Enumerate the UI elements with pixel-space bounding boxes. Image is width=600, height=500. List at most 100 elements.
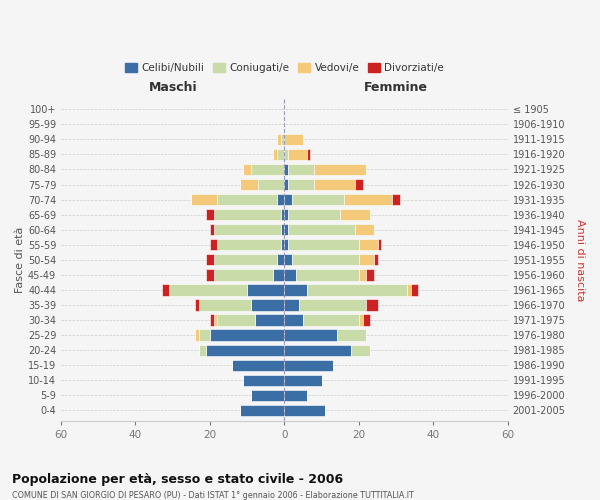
Bar	[362, 314, 370, 326]
Bar	[284, 269, 296, 280]
Bar	[273, 149, 277, 160]
Bar	[240, 405, 284, 416]
Bar	[407, 284, 411, 296]
Bar	[244, 374, 284, 386]
Bar	[288, 209, 340, 220]
Bar	[377, 239, 381, 250]
Y-axis label: Anni di nascita: Anni di nascita	[575, 218, 585, 301]
Bar	[251, 390, 284, 401]
Bar	[340, 209, 370, 220]
Bar	[355, 179, 362, 190]
Bar	[284, 314, 303, 326]
Bar	[247, 284, 284, 296]
Bar	[281, 134, 284, 145]
Bar	[214, 224, 281, 235]
Bar	[284, 134, 303, 145]
Bar	[288, 224, 355, 235]
Bar	[284, 344, 352, 356]
Text: Popolazione per età, sesso e stato civile - 2006: Popolazione per età, sesso e stato civil…	[12, 472, 343, 486]
Bar	[284, 179, 288, 190]
Bar	[214, 269, 273, 280]
Bar	[191, 194, 217, 205]
Bar	[359, 254, 374, 266]
Bar	[169, 284, 247, 296]
Y-axis label: Fasce di età: Fasce di età	[15, 226, 25, 293]
Bar	[367, 300, 377, 310]
Bar	[359, 314, 362, 326]
Bar	[277, 134, 281, 145]
Bar	[217, 194, 277, 205]
Bar	[210, 314, 214, 326]
Bar	[161, 284, 169, 296]
Bar	[284, 390, 307, 401]
Legend: Celibi/Nubili, Coniugati/e, Vedovi/e, Divorziati/e: Celibi/Nubili, Coniugati/e, Vedovi/e, Di…	[121, 59, 448, 77]
Bar	[284, 239, 288, 250]
Bar	[337, 330, 367, 341]
Bar	[277, 254, 284, 266]
Text: COMUNE DI SAN GIORGIO DI PESARO (PU) - Dati ISTAT 1° gennaio 2006 - Elaborazione: COMUNE DI SAN GIORGIO DI PESARO (PU) - D…	[12, 491, 414, 500]
Bar	[284, 254, 292, 266]
Bar	[210, 224, 214, 235]
Bar	[392, 194, 400, 205]
Bar	[240, 179, 259, 190]
Bar	[217, 314, 254, 326]
Bar	[284, 194, 292, 205]
Bar	[307, 284, 407, 296]
Bar	[284, 300, 299, 310]
Bar	[359, 269, 367, 280]
Bar	[374, 254, 377, 266]
Bar	[288, 149, 307, 160]
Bar	[284, 330, 337, 341]
Bar	[206, 344, 284, 356]
Bar	[217, 239, 281, 250]
Bar	[284, 405, 325, 416]
Bar	[284, 374, 322, 386]
Text: Maschi: Maschi	[148, 81, 197, 94]
Bar	[254, 314, 284, 326]
Bar	[277, 194, 284, 205]
Bar	[214, 254, 277, 266]
Bar	[210, 330, 284, 341]
Bar	[284, 209, 288, 220]
Bar	[288, 164, 314, 175]
Bar	[281, 239, 284, 250]
Bar	[251, 300, 284, 310]
Bar	[411, 284, 418, 296]
Bar	[206, 254, 214, 266]
Bar	[195, 300, 199, 310]
Bar	[352, 344, 370, 356]
Bar	[292, 194, 344, 205]
Bar	[355, 224, 374, 235]
Bar	[359, 239, 377, 250]
Bar	[199, 300, 251, 310]
Bar	[307, 149, 310, 160]
Bar	[284, 224, 288, 235]
Bar	[284, 284, 307, 296]
Bar	[281, 224, 284, 235]
Bar	[251, 164, 284, 175]
Bar	[281, 209, 284, 220]
Bar	[244, 164, 251, 175]
Bar	[195, 330, 199, 341]
Bar	[288, 239, 359, 250]
Bar	[259, 179, 284, 190]
Bar	[314, 179, 355, 190]
Bar	[299, 300, 367, 310]
Bar	[284, 164, 288, 175]
Bar	[210, 239, 217, 250]
Bar	[284, 149, 288, 160]
Bar	[199, 344, 206, 356]
Bar	[206, 269, 214, 280]
Bar	[292, 254, 359, 266]
Bar	[273, 269, 284, 280]
Bar	[296, 269, 359, 280]
Bar	[303, 314, 359, 326]
Bar	[206, 209, 214, 220]
Bar	[199, 330, 210, 341]
Bar	[288, 179, 314, 190]
Bar	[232, 360, 284, 371]
Bar	[214, 209, 281, 220]
Bar	[277, 149, 284, 160]
Bar	[214, 314, 217, 326]
Bar	[344, 194, 392, 205]
